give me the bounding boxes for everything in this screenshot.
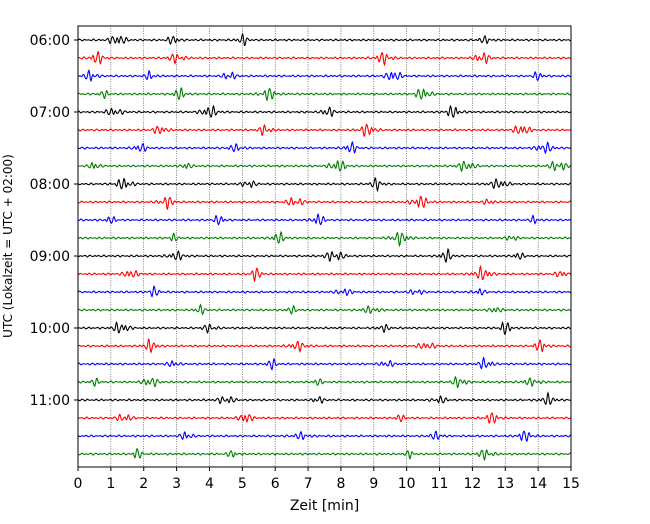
x-tick-label: 7 [304,476,313,492]
y-axis-label: UTC (Lokalzeit = UTC + 02:00) [1,154,15,338]
plot-frame [77,25,572,468]
trace-line [77,338,572,354]
trace-line [77,195,572,211]
trace-line [77,412,572,425]
y-tick-label: 10:00 [30,321,70,337]
grid-layer [110,26,539,467]
traces-layer [77,32,572,462]
x-axis: 0 1 2 3 4 5 6 7 8 9 10 11 12 13 14 15 [74,467,580,492]
x-tick-label: 9 [369,476,378,492]
x-tick-label: 4 [205,476,214,492]
trace-line [77,212,572,226]
x-tick-label: 15 [562,476,580,492]
y-tick-label: 11:00 [30,393,70,409]
trace-line [77,177,572,193]
trace-line [77,303,572,316]
x-tick-label: 12 [463,476,481,492]
trace-line [77,32,572,46]
trace-line [77,356,572,371]
trace-line [77,320,572,336]
y-tick-label: 06:00 [30,33,70,49]
trace-line [77,140,572,155]
trace-line [77,87,572,102]
trace-line [77,391,572,405]
trace-line [77,375,572,389]
x-tick-label: 3 [172,476,181,492]
x-tick-label: 14 [529,476,547,492]
x-tick-label: 1 [106,476,115,492]
trace-line [77,230,572,248]
y-axis: 06:00 07:00 08:00 09:00 10:00 11:00 [30,33,78,409]
x-tick-label: 2 [139,476,148,492]
trace-line [77,104,572,118]
trace-line [77,430,572,442]
trace-line [77,284,572,298]
trace-line [77,447,572,462]
trace-line [77,69,572,83]
x-tick-label: 6 [271,476,280,492]
x-tick-label: 13 [496,476,514,492]
x-tick-label: 11 [431,476,449,492]
x-tick-label: 5 [238,476,247,492]
x-tick-label: 0 [74,476,83,492]
y-tick-label: 07:00 [30,105,70,121]
y-tick-label: 09:00 [30,249,70,265]
trace-line [77,123,572,137]
x-axis-label: Zeit [min] [290,498,359,514]
trace-line [77,159,572,173]
trace-line [77,264,572,283]
trace-line [77,50,572,67]
y-tick-label: 08:00 [30,177,70,193]
trace-line [77,247,572,264]
x-tick-label: 10 [398,476,416,492]
x-tick-label: 8 [336,476,345,492]
